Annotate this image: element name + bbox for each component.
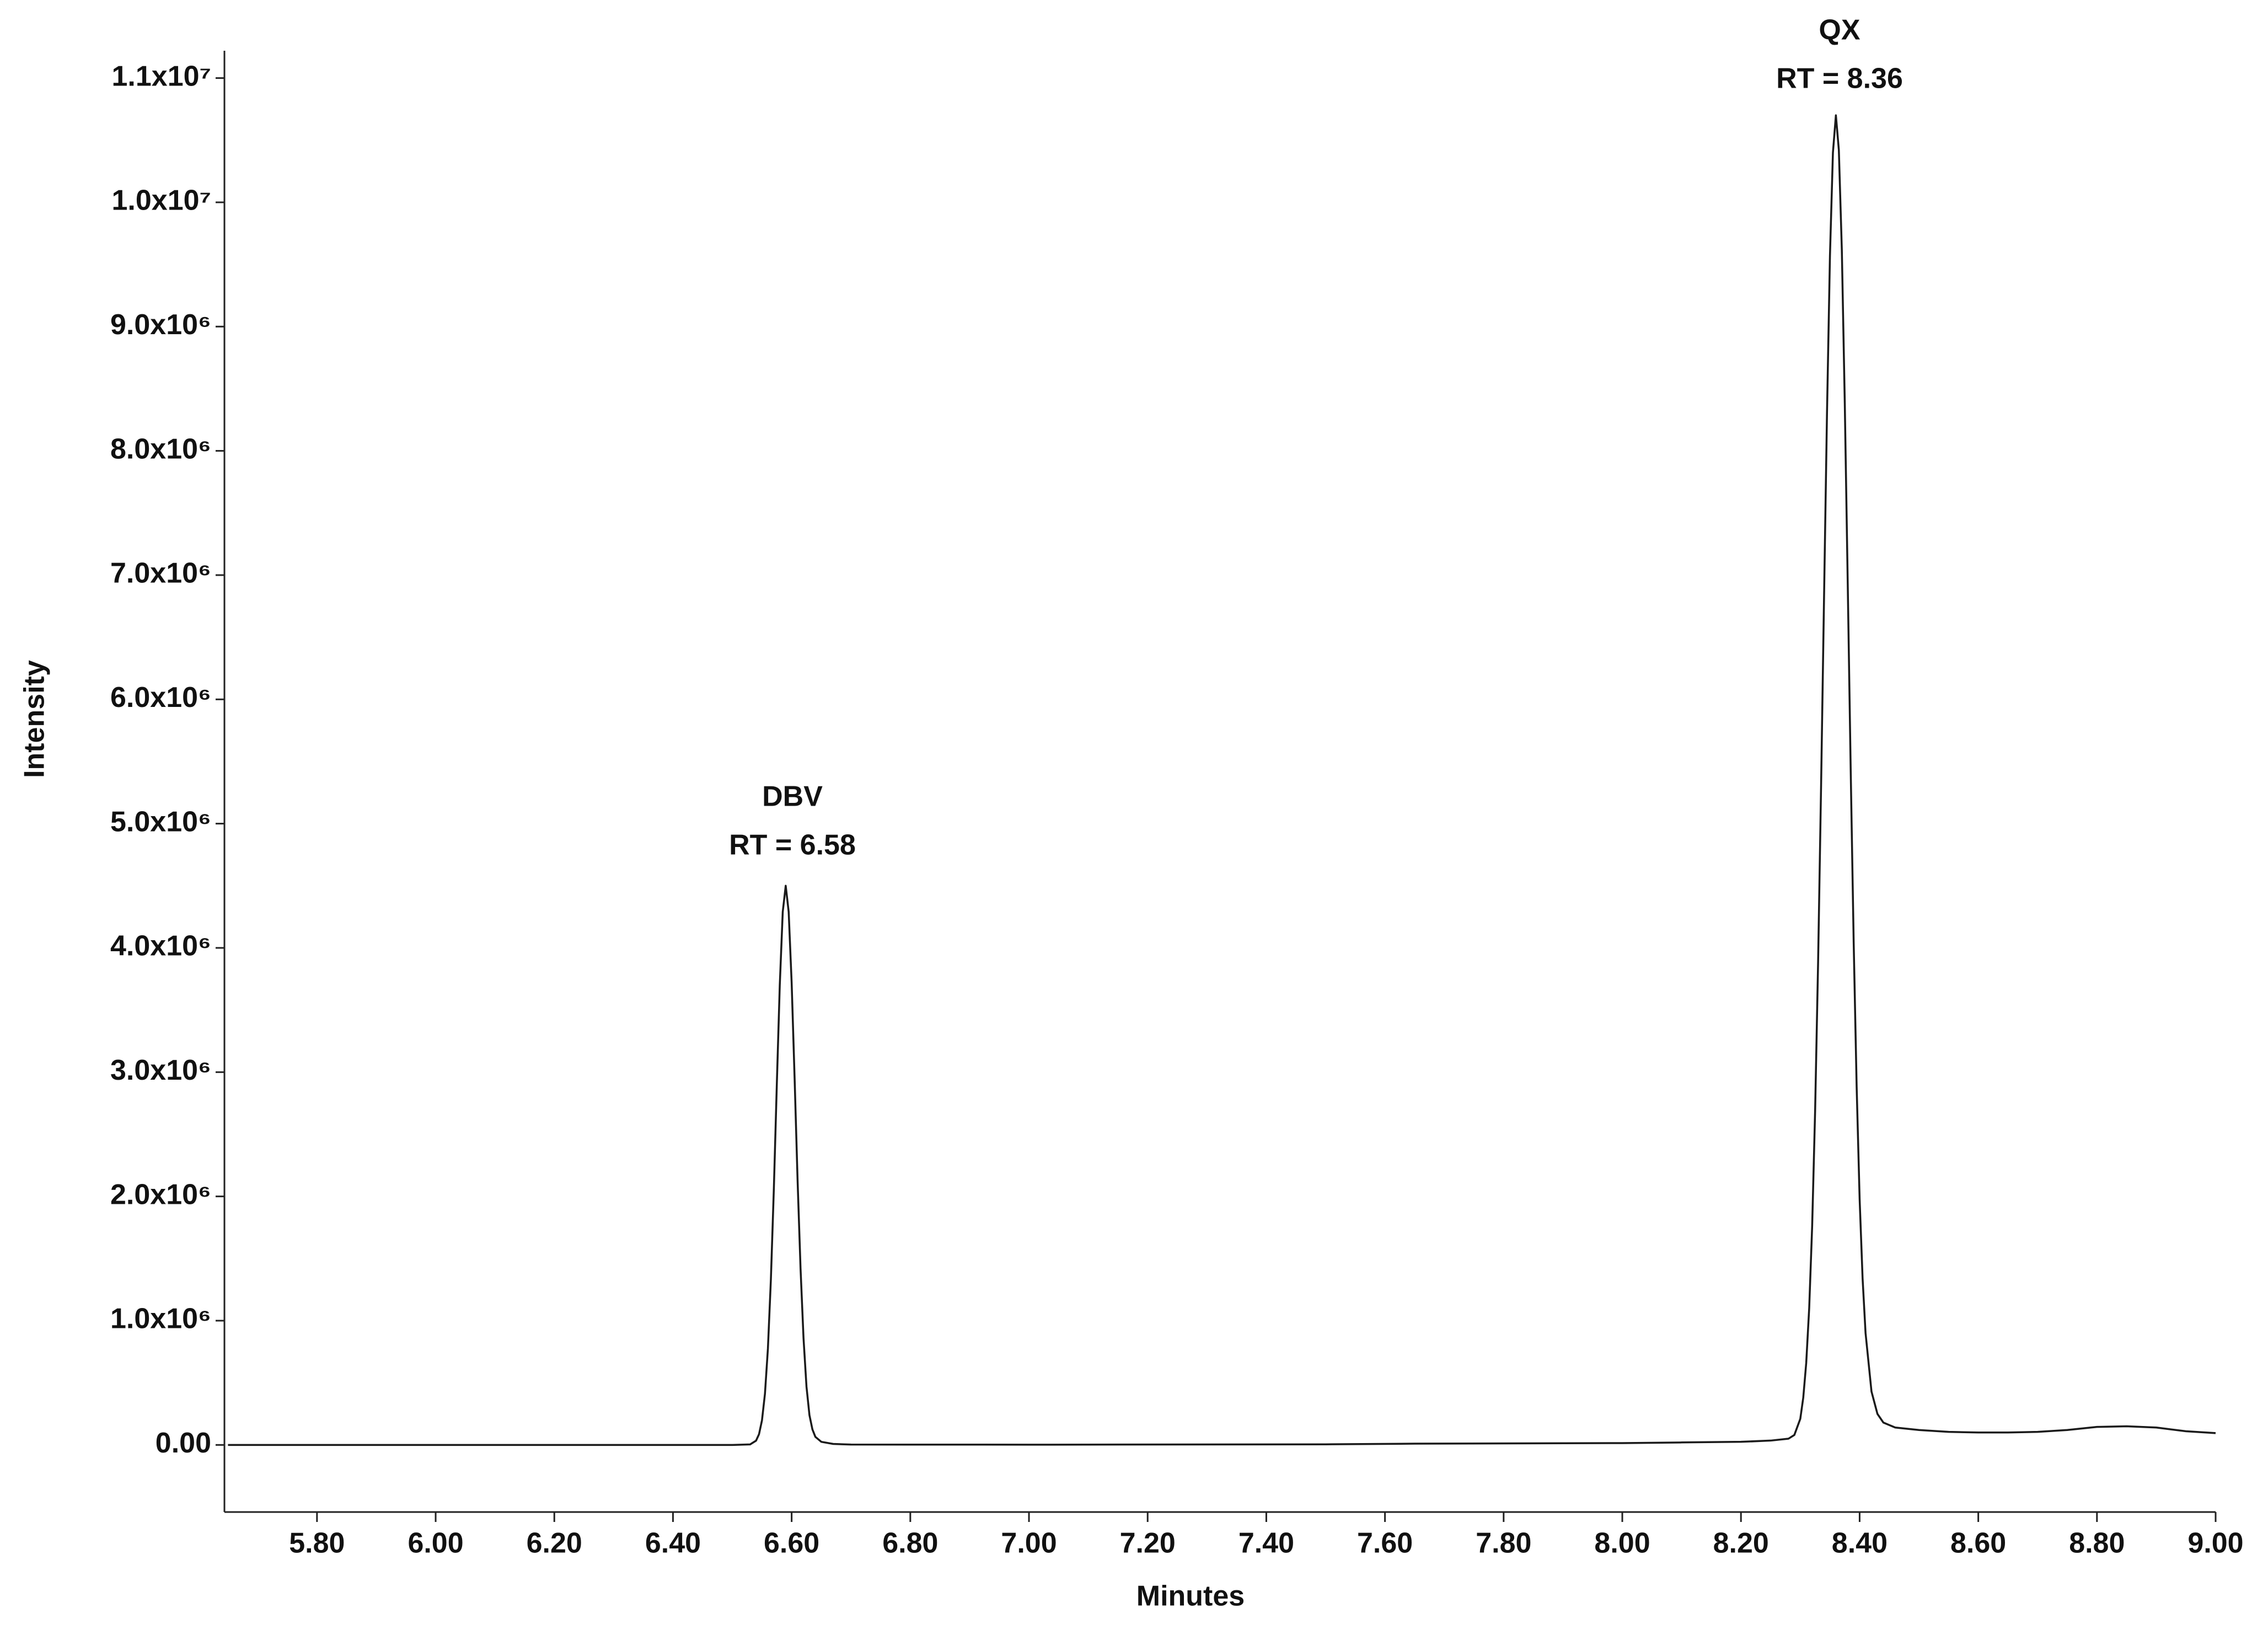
y-tick-label: 1.1x10⁷ — [111, 60, 211, 92]
peak-annotation: QX — [1819, 14, 1860, 46]
y-axis-label: Intensity — [19, 660, 51, 778]
peak-annotation: RT = 8.36 — [1776, 63, 1903, 95]
x-tick-label: 8.20 — [1713, 1527, 1769, 1559]
y-tick-label: 1.0x10⁷ — [111, 185, 211, 217]
x-tick-label: 8.00 — [1594, 1527, 1650, 1559]
x-tick-label: 7.40 — [1238, 1527, 1294, 1559]
chromatogram-line — [228, 114, 2216, 1446]
y-tick-label: 6.0x10⁶ — [110, 682, 211, 714]
x-tick-label: 7.20 — [1120, 1527, 1176, 1559]
x-axis-label: Minutes — [1136, 1580, 1245, 1612]
x-tick-label: 8.80 — [2069, 1527, 2125, 1559]
y-tick-label: 0.00 — [156, 1427, 211, 1459]
x-tick-label: 5.80 — [289, 1527, 345, 1559]
x-tick-label: 7.00 — [1001, 1527, 1057, 1559]
x-tick-label: 7.80 — [1476, 1527, 1531, 1559]
x-tick-label: 9.00 — [2187, 1527, 2243, 1559]
peak-annotation: DBV — [762, 781, 823, 813]
y-tick-label: 3.0x10⁶ — [110, 1054, 211, 1086]
y-tick-label: 9.0x10⁶ — [110, 309, 211, 341]
x-tick-label: 8.40 — [1832, 1527, 1888, 1559]
x-tick-label: 6.20 — [527, 1527, 582, 1559]
x-tick-label: 7.60 — [1357, 1527, 1413, 1559]
y-tick-label: 1.0x10⁶ — [110, 1303, 211, 1335]
y-tick-label: 8.0x10⁶ — [110, 433, 211, 465]
x-tick-label: 6.40 — [645, 1527, 701, 1559]
peak-annotation: RT = 6.58 — [729, 829, 856, 861]
x-tick-label: 8.60 — [1950, 1527, 2006, 1559]
y-tick-label: 7.0x10⁶ — [110, 557, 211, 589]
y-tick-label: 4.0x10⁶ — [110, 930, 211, 962]
x-tick-label: 6.80 — [882, 1527, 938, 1559]
x-tick-label: 6.60 — [764, 1527, 819, 1559]
x-tick-label: 6.00 — [408, 1527, 463, 1559]
y-tick-label: 2.0x10⁶ — [110, 1178, 211, 1210]
y-tick-label: 5.0x10⁶ — [110, 806, 211, 838]
